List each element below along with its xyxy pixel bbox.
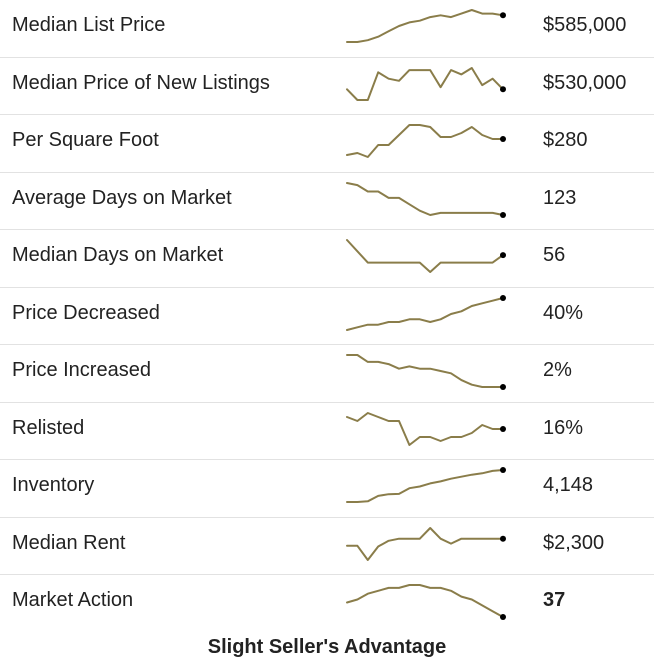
market-condition-label: Slight Seller's Advantage — [207, 636, 447, 658]
stat-row-median-price-new-listings: Median Price of New Listings $530,000 — [0, 58, 654, 115]
stat-row-median-days-on-market: Median Days on Market 56 — [0, 230, 654, 288]
stat-row-price-increased: Price Increased 2% — [0, 345, 654, 403]
stat-value: 123 — [543, 186, 577, 209]
sparkline-endpoint-dot — [500, 85, 506, 92]
sparkline-endpoint-dot — [500, 294, 506, 301]
stat-label: Relisted — [12, 416, 85, 439]
stat-label: Per Square Foot — [12, 129, 159, 151]
sparkline-trend-line — [346, 239, 504, 273]
sparkline-chart — [346, 124, 506, 158]
sparkline-chart — [346, 181, 506, 218]
sparkline-trend-line — [346, 9, 504, 43]
sparkline-endpoint-dot — [500, 467, 506, 473]
stat-label: Price Increased — [12, 359, 151, 381]
sparkline-endpoint-dot — [500, 425, 506, 432]
sparkline-chart — [346, 294, 506, 331]
sparkline-endpoint-dot — [500, 12, 506, 19]
stat-value: $530,000 — [543, 71, 627, 94]
stat-row-price-decreased: Price Decreased 40% — [0, 288, 654, 345]
stat-row-average-days-on-market: Average Days on Market 123 — [0, 173, 654, 230]
sparkline-chart — [346, 411, 506, 446]
stat-label: Median Price of New Listings — [12, 71, 270, 94]
sparkline-endpoint-dot — [500, 384, 506, 390]
stat-value: $280 — [543, 129, 588, 151]
stat-value: 56 — [543, 244, 566, 266]
sparkline-trend-line — [346, 584, 504, 618]
sparkline-endpoint-dot — [500, 211, 506, 218]
sparkline-trend-line — [346, 526, 504, 561]
stat-row-relisted: Relisted 16% — [0, 403, 654, 460]
sparkline-trend-line — [346, 296, 504, 331]
stat-label: Average Days on Market — [12, 186, 232, 209]
stat-label: Median List Price — [12, 14, 166, 36]
stat-label: Price Decreased — [12, 301, 160, 324]
stat-row-per-square-foot: Per Square Foot $280 — [0, 115, 654, 173]
sparkline-chart — [346, 467, 506, 503]
sparkline-chart — [346, 526, 506, 561]
market-stats-table: Median List Price $585,000 Median Price … — [0, 0, 654, 633]
stat-value: $2,300 — [543, 531, 605, 554]
sparkline-endpoint-dot — [500, 252, 506, 259]
sparkline-chart — [346, 9, 506, 43]
stat-value: 40% — [543, 301, 584, 324]
stat-label: Market Action — [12, 589, 134, 611]
stat-row-inventory: Inventory 4,148 — [0, 460, 654, 518]
sparkline-trend-line — [346, 181, 504, 216]
sparkline-trend-line — [346, 354, 504, 388]
stat-label: Median Days on Market — [12, 244, 224, 266]
sparkline-trend-line — [346, 66, 504, 101]
sparkline-chart — [346, 354, 506, 390]
sparkline-chart — [346, 584, 506, 620]
stat-label: Median Rent — [12, 531, 126, 554]
stat-value: 16% — [543, 416, 584, 439]
sparkline-trend-line — [346, 411, 504, 446]
stat-value: $585,000 — [543, 14, 627, 36]
stat-row-market-action: Market Action 37 — [0, 575, 654, 633]
sparkline-endpoint-dot — [500, 136, 506, 142]
sparkline-chart — [346, 66, 506, 101]
stat-value: 4,148 — [543, 474, 594, 496]
stat-row-median-rent: Median Rent $2,300 — [0, 518, 654, 575]
stat-value-market-action: 37 — [543, 589, 566, 611]
stat-label: Inventory — [12, 474, 95, 496]
stat-row-median-list-price: Median List Price $585,000 — [0, 0, 654, 58]
sparkline-endpoint-dot — [500, 535, 506, 542]
sparkline-trend-line — [346, 469, 504, 503]
sparkline-trend-line — [346, 124, 504, 158]
sparkline-chart — [346, 239, 506, 273]
sparkline-endpoint-dot — [500, 614, 506, 620]
stat-value: 2% — [543, 359, 572, 381]
